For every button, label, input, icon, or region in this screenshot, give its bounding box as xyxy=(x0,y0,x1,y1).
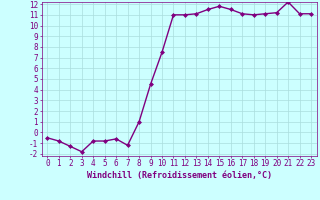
X-axis label: Windchill (Refroidissement éolien,°C): Windchill (Refroidissement éolien,°C) xyxy=(87,171,272,180)
